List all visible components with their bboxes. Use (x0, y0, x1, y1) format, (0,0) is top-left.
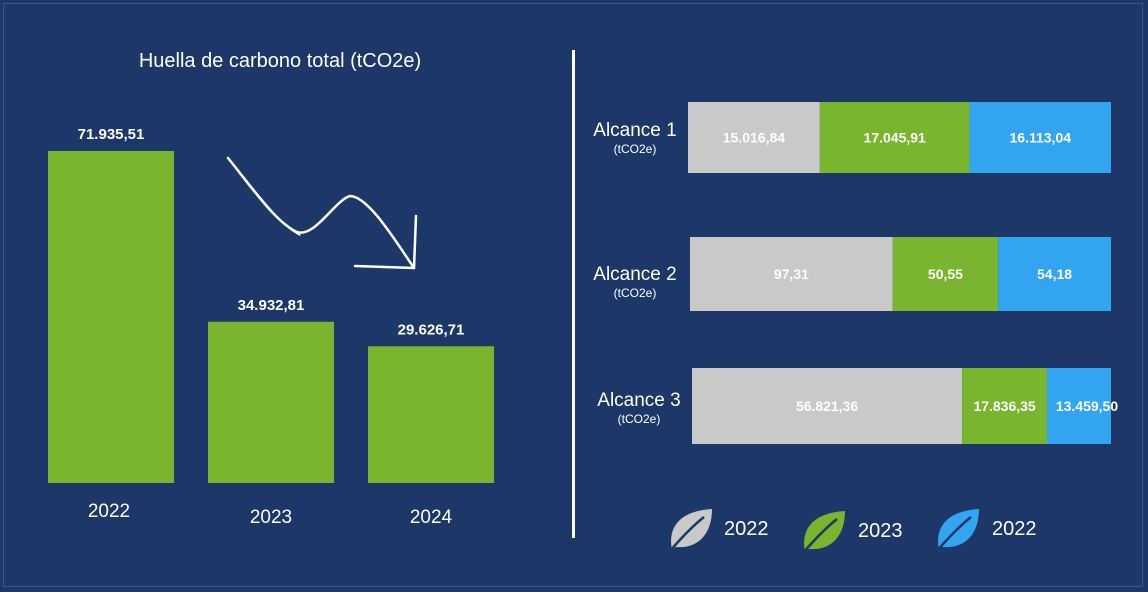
segment-label-alcance-3-0: 56.821,36 (796, 398, 858, 414)
row-label-alcance-3-name: Alcance 3 (597, 390, 681, 411)
legend-leaf-icon-2023 (802, 511, 845, 554)
legend-label-2022-alt: 2022 (992, 518, 1037, 540)
legend-label-2022: 2022 (724, 518, 769, 540)
chart-title: Huella de carbono total (tCO2e) (138, 50, 422, 72)
chart-frame (3, 3, 1143, 587)
row-label-alcance-2-name: Alcance 2 (593, 264, 677, 285)
row-label-alcance-2-unit: (tCO2e) (613, 286, 657, 300)
tick-label-2024: 2024 (410, 507, 453, 528)
tick-label-2023: 2023 (250, 507, 292, 528)
segment-label-alcance-2-0: 97,31 (774, 266, 809, 282)
segment-alcance-3-0 (692, 368, 963, 444)
data-label-2024: 29.626,71 (398, 321, 465, 338)
row-label-alcance-2: Alcance 2 (tCO2e) (580, 264, 690, 300)
segment-alcance-2-0 (690, 237, 893, 311)
bar-2024 (368, 346, 494, 483)
trend-arrow-stroke (231, 162, 301, 236)
divider (572, 50, 575, 538)
segment-alcance-3-1 (962, 368, 1047, 444)
row-label-alcance-1-unit: (tCO2e) (613, 142, 657, 156)
legend-leaf-icon-2022-alt (936, 509, 979, 552)
trend-arrow-head (353, 214, 418, 270)
segment-alcance-1-2 (969, 102, 1111, 173)
segment-label-alcance-2-1: 50,55 (928, 266, 963, 282)
segment-alcance-1-0 (688, 102, 820, 173)
tick-label-2022: 2022 (88, 501, 130, 522)
segment-label-alcance-2-2: 54,18 (1037, 266, 1072, 282)
segment-alcance-2-1 (892, 237, 999, 311)
data-label-2022: 71.935,51 (78, 126, 145, 143)
data-label-2023: 34.932,81 (238, 297, 305, 314)
bar-2022 (48, 151, 174, 483)
segment-alcance-3-2 (1046, 368, 1111, 444)
segment-label-alcance-3-2: 13.459,50 (1056, 398, 1118, 414)
segment-label-alcance-1-0: 15.016,84 (723, 130, 785, 146)
legend-leaf-icon-2022 (669, 509, 712, 552)
row-label-alcance-1: Alcance 1 (tCO2e) (580, 120, 690, 156)
segment-label-alcance-3-1: 17.836,35 (973, 398, 1035, 414)
bar-2023 (208, 321, 334, 483)
row-label-alcance-3: Alcance 3 (tCO2e) (584, 390, 694, 426)
legend-label-2023: 2023 (858, 520, 903, 542)
row-label-alcance-1-name: Alcance 1 (593, 120, 677, 141)
segment-alcance-1-1 (819, 102, 970, 173)
segment-label-alcance-1-2: 16.113,04 (1010, 130, 1072, 146)
segment-alcance-2-2 (998, 237, 1111, 311)
segment-label-alcance-1-1: 17.045,91 (864, 130, 926, 146)
row-label-alcance-3-unit: (tCO2e) (617, 412, 661, 426)
trend-arrow (226, 156, 416, 270)
